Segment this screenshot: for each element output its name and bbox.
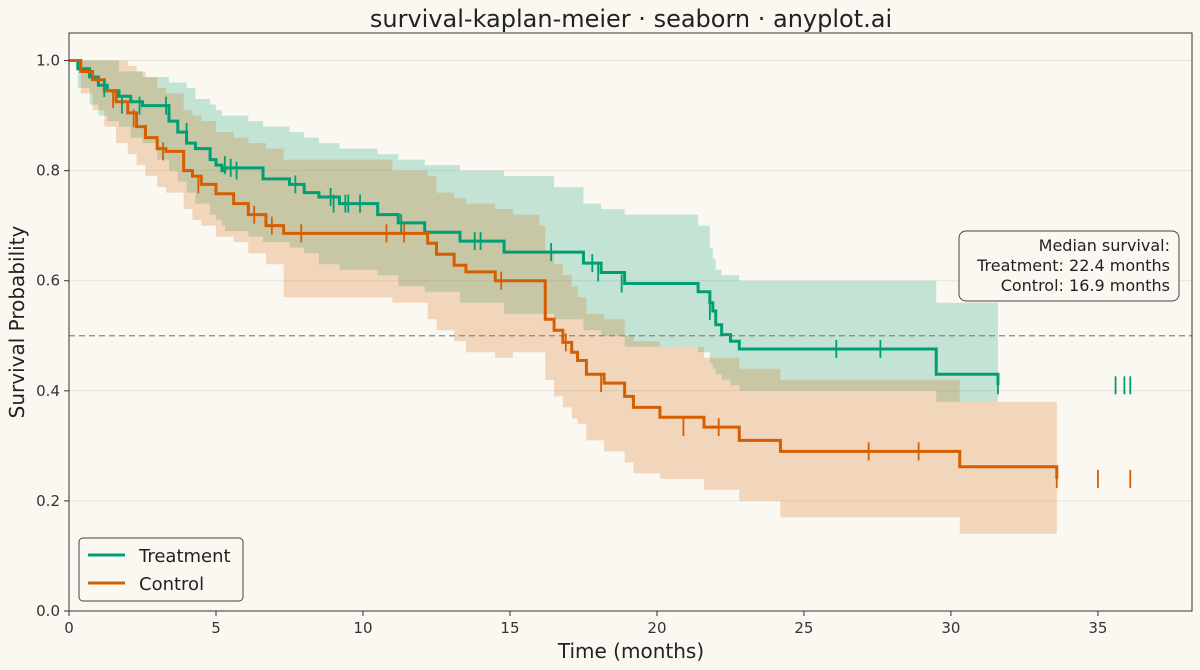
annotation-line-2: Treatment: 22.4 months [976,256,1170,275]
y-tick-label: 1.0 [36,52,60,70]
y-tick-label: 0.2 [36,492,60,510]
y-tick-label: 0.8 [36,162,60,180]
x-tick-label: 5 [211,619,221,637]
y-tick-label: 0.0 [36,602,60,620]
x-tick-label: 30 [941,619,960,637]
chart-title: survival-kaplan-meier · seaborn · anyplo… [370,5,892,33]
median-annotation: Median survival: Treatment: 22.4 months … [959,231,1179,301]
x-tick-label: 25 [794,619,813,637]
x-tick-label: 35 [1088,619,1107,637]
x-axis-title: Time (months) [557,639,704,663]
legend-label-treatment: Treatment [138,546,231,567]
x-tick-label: 10 [353,619,372,637]
x-tick-label: 15 [500,619,519,637]
x-tick-label: 20 [647,619,666,637]
x-tick-label: 0 [64,619,74,637]
y-tick-label: 0.4 [36,382,60,400]
y-axis-title: Survival Probability [5,225,29,418]
annotation-line-1: Median survival: [1039,236,1170,255]
legend-label-control: Control [139,574,204,595]
y-tick-label: 0.6 [36,272,60,290]
legend: Treatment Control [79,538,243,601]
annotation-line-3: Control: 16.9 months [1001,276,1170,295]
